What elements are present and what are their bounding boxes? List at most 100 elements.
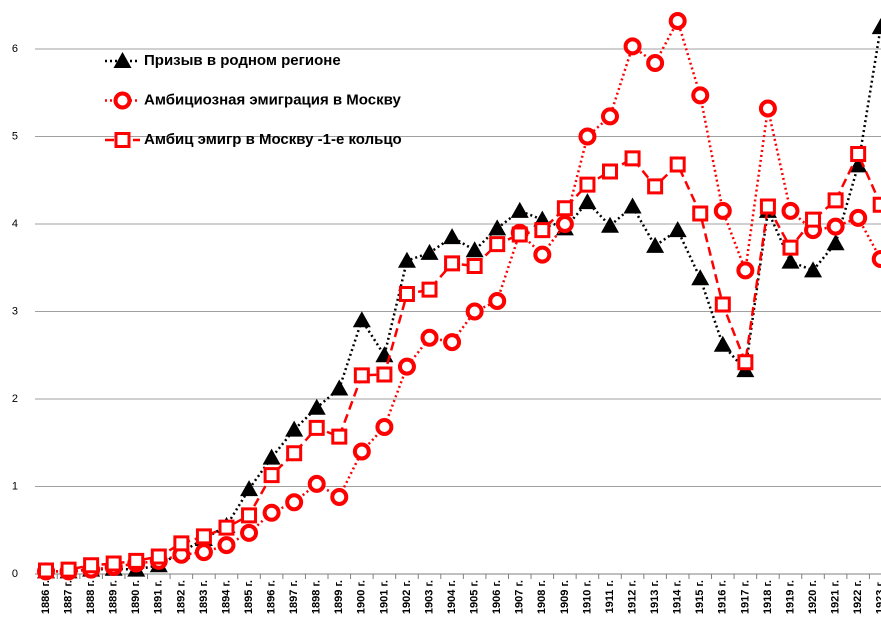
marker — [782, 239, 799, 256]
marker — [420, 243, 439, 260]
marker — [850, 146, 867, 162]
marker — [758, 99, 777, 118]
marker — [353, 367, 370, 384]
marker — [849, 208, 868, 227]
x-tick-label: 1888 г. — [85, 580, 97, 614]
x-tick-label: 1890 г. — [130, 580, 142, 614]
x-tick-label: 1909 г. — [559, 580, 571, 614]
x-tick-label: 1894 г. — [220, 580, 232, 614]
marker — [488, 219, 507, 236]
x-tick-label: 1905 г. — [469, 580, 481, 614]
marker — [647, 178, 664, 195]
legend-marker — [114, 132, 131, 148]
marker — [623, 197, 642, 214]
marker — [218, 519, 235, 536]
marker — [805, 211, 822, 228]
marker — [804, 261, 823, 278]
marker — [240, 523, 259, 542]
legend-marker — [113, 91, 132, 110]
x-tick-label: 1907 г. — [514, 580, 526, 614]
marker — [691, 269, 710, 286]
marker — [263, 467, 280, 484]
x-tick-label: 1920 г. — [807, 580, 819, 614]
x-tick-label: 1922 г. — [852, 580, 864, 614]
x-tick-label: 1887 г. — [62, 580, 74, 614]
x-tick-label: 1892 г. — [175, 580, 187, 614]
marker — [443, 333, 462, 352]
x-tick-label: 1903 г. — [423, 580, 435, 614]
x-tick-label: 1917 г. — [739, 580, 751, 614]
x-tick-label: 1889 г. — [108, 580, 120, 614]
y-tick-label: 5 — [12, 130, 18, 142]
marker — [307, 398, 326, 415]
marker — [578, 127, 597, 146]
x-tick-label: 1908 г. — [536, 580, 548, 614]
marker — [579, 176, 596, 193]
x-tick-label: 1891 г. — [153, 580, 165, 614]
marker — [466, 258, 483, 274]
marker — [488, 292, 507, 310]
x-tick-label: 1911 г. — [604, 580, 616, 613]
marker — [601, 216, 619, 233]
marker — [150, 548, 167, 565]
series-line — [46, 26, 881, 573]
marker — [555, 215, 574, 233]
y-tick-label: 3 — [12, 305, 18, 317]
marker — [443, 228, 462, 245]
marker — [623, 37, 642, 56]
marker — [105, 555, 122, 572]
x-tick-label: 1915 г. — [694, 580, 706, 614]
marker — [307, 474, 326, 493]
x-tick-label: 1918 г. — [762, 580, 774, 614]
marker — [511, 226, 528, 243]
marker — [60, 561, 77, 578]
marker — [194, 543, 213, 562]
x-tick-label: 1906 г. — [491, 580, 503, 614]
marker — [826, 234, 845, 251]
marker — [241, 507, 258, 524]
marker — [330, 379, 349, 396]
marker — [871, 18, 881, 35]
y-tick-label: 1 — [12, 480, 18, 492]
marker — [737, 354, 754, 371]
marker — [556, 200, 573, 217]
marker — [217, 536, 236, 555]
x-tick-label: 1904 г. — [446, 580, 458, 614]
y-tick-label: 4 — [12, 218, 18, 230]
marker — [489, 236, 506, 253]
marker — [376, 366, 393, 383]
marker — [668, 221, 687, 238]
series — [38, 146, 881, 579]
marker — [397, 251, 416, 268]
marker — [420, 328, 439, 347]
x-tick-label: 1899 г. — [333, 580, 345, 614]
marker — [331, 428, 348, 445]
marker — [781, 201, 800, 220]
marker — [714, 296, 731, 313]
x-tick-label: 1886 г. — [40, 580, 52, 614]
legend-entry: Призыв в родном регионе — [105, 52, 341, 69]
marker — [646, 54, 665, 72]
marker — [624, 150, 641, 167]
series-line — [45, 151, 881, 572]
x-tick-label: 1919 г. — [784, 580, 796, 614]
x-tick-label: 1913 г. — [649, 580, 661, 614]
marker — [826, 217, 845, 236]
marker — [240, 480, 259, 497]
marker — [827, 192, 844, 209]
marker — [510, 201, 529, 218]
x-tick-label: 1898 г. — [311, 580, 323, 614]
marker — [713, 335, 732, 352]
x-tick-label: 1921 г. — [830, 580, 842, 614]
x-tick-label: 1914 г. — [672, 580, 684, 614]
y-tick-label: 6 — [12, 43, 18, 55]
x-tick-label: 1900 г. — [356, 580, 368, 614]
legend-label: Призыв в родном регионе — [144, 52, 341, 69]
marker — [534, 222, 551, 239]
y-tick-label: 0 — [12, 568, 18, 580]
x-tick-label: 1893 г. — [198, 580, 210, 614]
marker — [286, 445, 303, 462]
marker — [465, 302, 484, 321]
marker — [83, 557, 100, 574]
